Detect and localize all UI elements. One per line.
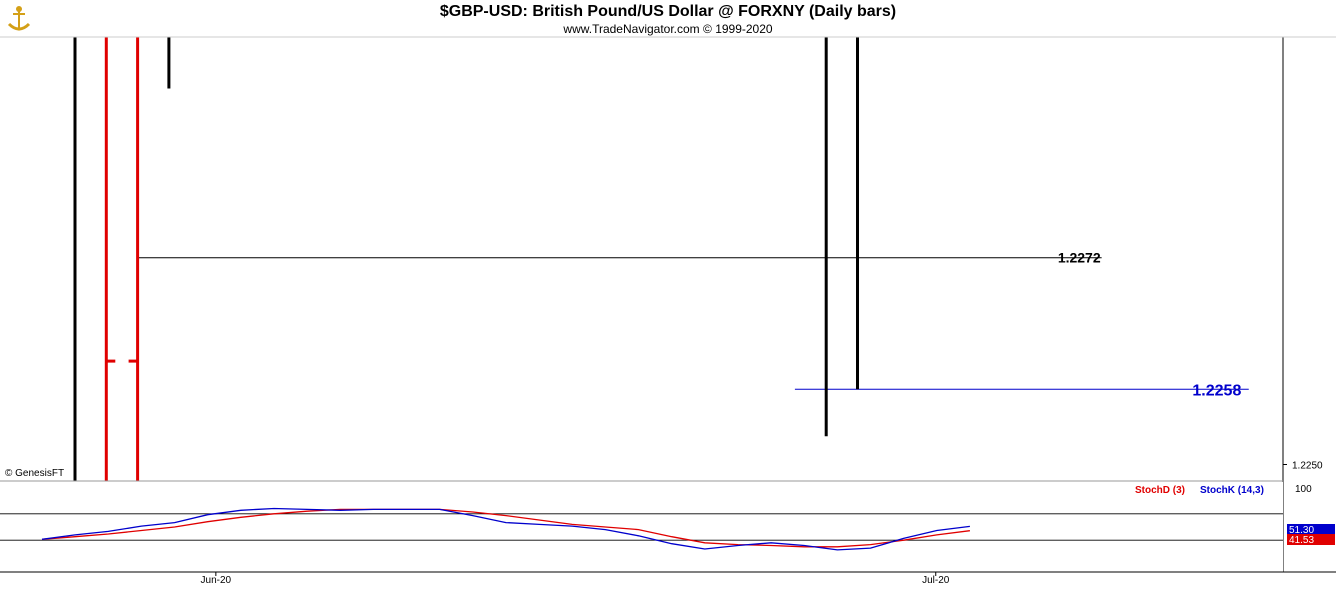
price-tick-label: 1.2300	[1292, 0, 1323, 2]
stoch-tick-label: 100	[1295, 484, 1312, 495]
stochd-value-badge	[1287, 534, 1335, 545]
price-plot	[73, 37, 1249, 481]
chart-title: $GBP-USD: British Pound/US Dollar @ FORX…	[439, 3, 897, 20]
ohlc-bar	[73, 37, 77, 481]
stoch-series-line	[41, 507, 970, 551]
stoch-legend-item: StochK (14,3)	[1200, 485, 1264, 496]
level-label: 1.2272	[1058, 250, 1101, 266]
price-panel	[0, 37, 1283, 481]
stochk-value-badge	[1287, 524, 1335, 535]
price-tick-label: 1.2250	[1292, 461, 1323, 472]
stochd-value-label: 41.53	[1289, 535, 1314, 546]
stochk-value-label: 51.30	[1289, 525, 1314, 536]
copyright-label: © GenesisFT	[5, 468, 65, 479]
chart-header: $GBP-USD: British Pound/US Dollar @ FORX…	[0, 0, 1336, 37]
ohlc-bar	[856, 37, 859, 390]
trade-navigator-logo-icon	[7, 6, 31, 31]
ohlc-bar	[128, 37, 140, 481]
stoch-legend-item: StochD (3)	[1135, 485, 1185, 496]
time-tick-label: Jun-20	[201, 575, 232, 586]
stoch-panel	[0, 482, 1283, 572]
time-tick-label: Jul-20	[922, 575, 950, 586]
ohlc-bar	[824, 37, 828, 437]
chart-subtitle: www.TradeNavigator.com © 1999-2020	[563, 22, 773, 36]
price-axis-bg	[1283, 37, 1336, 591]
ohlc-bar	[104, 37, 116, 481]
level-label: 1.2258	[1192, 382, 1241, 399]
